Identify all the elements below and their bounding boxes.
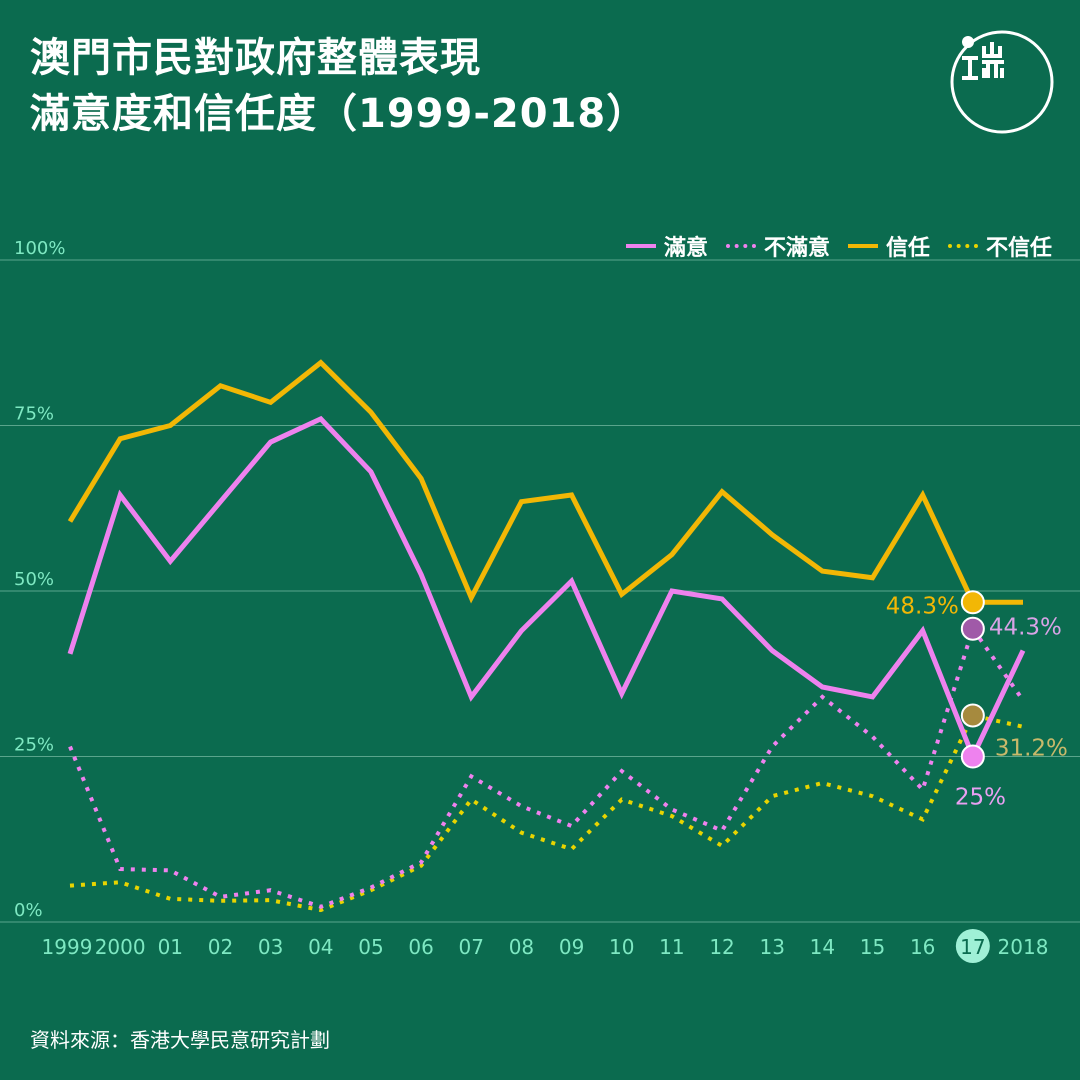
y-tick-label: 0% bbox=[14, 900, 43, 921]
x-tick-label: 05 bbox=[358, 935, 383, 959]
x-tick-label: 14 bbox=[810, 935, 835, 959]
x-tick-label: 07 bbox=[459, 935, 484, 959]
y-tick-label: 75% bbox=[14, 404, 54, 425]
series-line-3 bbox=[67, 359, 1023, 605]
x-tick-label: 12 bbox=[709, 935, 734, 959]
chart-title-line-2: 滿意度和信任度（1999-2018） bbox=[30, 91, 648, 137]
chart-title-line-1: 澳門市民對政府整體表現 bbox=[30, 35, 481, 81]
annotation-marker bbox=[960, 703, 985, 728]
source-note: 資料來源：香港大學民意研究計劃 bbox=[30, 1028, 330, 1052]
y-tick-label: 50% bbox=[14, 569, 54, 590]
x-tick-label: 2000 bbox=[95, 935, 146, 959]
x-tick-label: 10 bbox=[609, 935, 634, 959]
legend-item: 信任 bbox=[847, 230, 930, 262]
legend-label: 滿意 bbox=[663, 236, 708, 261]
annotation-marker bbox=[960, 616, 985, 641]
x-tick-label: 09 bbox=[559, 935, 584, 959]
x-tick-label: 03 bbox=[258, 935, 283, 959]
legend-item: 滿意 bbox=[625, 230, 708, 262]
annotation-marker bbox=[960, 590, 985, 615]
initium-logo-icon[interactable] bbox=[948, 28, 1056, 136]
series-line-4 bbox=[69, 713, 1024, 913]
x-tick-label: 01 bbox=[158, 935, 183, 959]
x-tick-label: 08 bbox=[509, 935, 534, 959]
annotation-label: 25% bbox=[955, 785, 1006, 811]
legend-label: 不滿意 bbox=[763, 236, 830, 261]
annotation-marker bbox=[960, 744, 985, 769]
x-tick-label: 2018 bbox=[998, 935, 1049, 959]
y-tick-label: 100% bbox=[14, 238, 65, 259]
legend-label: 不信任 bbox=[985, 236, 1052, 261]
x-tick-label: 1999 bbox=[42, 935, 93, 959]
x-tick-label: 02 bbox=[208, 935, 233, 959]
series-line-1 bbox=[67, 415, 1026, 763]
x-tick-label: 13 bbox=[759, 935, 784, 959]
x-tick-label: 16 bbox=[910, 935, 935, 959]
legend-swatch bbox=[847, 244, 878, 248]
annotation-label: 48.3% bbox=[886, 593, 959, 619]
y-tick-label: 25% bbox=[14, 735, 54, 756]
x-tick-label: 04 bbox=[308, 935, 333, 959]
annotation-label: 44.3% bbox=[989, 615, 1062, 641]
legend-item: 不信任 bbox=[947, 230, 1052, 262]
x-tick-label: 11 bbox=[659, 935, 684, 959]
annotation-label: 31.2% bbox=[995, 735, 1068, 761]
legend-swatch bbox=[725, 244, 756, 248]
chart-legend: 滿意 不滿意 信任 不信任 bbox=[625, 230, 1052, 262]
x-tick-label: 15 bbox=[860, 935, 885, 959]
legend-item: 不滿意 bbox=[725, 230, 830, 262]
legend-swatch bbox=[947, 244, 978, 248]
x-tick-highlight-badge bbox=[955, 929, 990, 963]
legend-label: 信任 bbox=[885, 236, 930, 261]
legend-swatch bbox=[625, 244, 656, 248]
x-tick-label: 17 bbox=[960, 935, 985, 959]
x-tick-label: 06 bbox=[408, 935, 433, 959]
chart-title: 澳門市民對政府整體表現 滿意度和信任度（1999-2018） bbox=[30, 30, 647, 142]
series-line-2 bbox=[68, 624, 1025, 909]
